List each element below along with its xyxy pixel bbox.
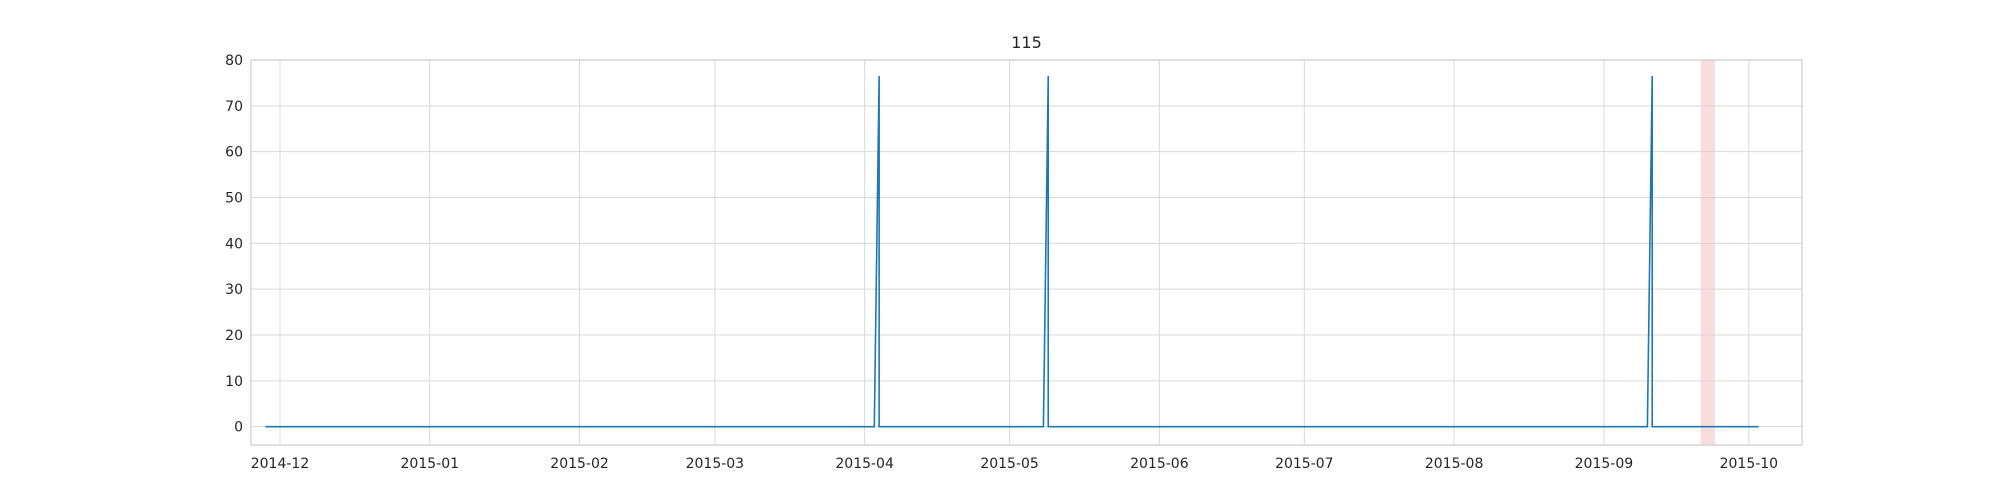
x-tick-label: 2015-08 bbox=[1425, 456, 1484, 472]
series-line bbox=[265, 76, 1759, 428]
x-tick-label: 2015-10 bbox=[1720, 456, 1779, 472]
plot-frame bbox=[250, 59, 1803, 446]
x-tick-label: 2015-03 bbox=[686, 456, 745, 472]
y-tick-label: 70 bbox=[225, 99, 243, 115]
x-tick-label: 2015-04 bbox=[835, 456, 894, 472]
y-tick-label: 40 bbox=[225, 236, 243, 252]
x-axis-ticks: 2014-12 2015-01 2015-02 2015-03 2015-04 2015-… bbox=[251, 456, 1778, 472]
y-tick-label: 60 bbox=[225, 145, 243, 161]
x-tick-label: 2015-01 bbox=[401, 456, 460, 472]
x-tick-label: 2015-07 bbox=[1275, 456, 1334, 472]
grid bbox=[251, 59, 1802, 445]
y-tick-label: 0 bbox=[234, 420, 243, 436]
highlight-span bbox=[1700, 60, 1716, 445]
y-tick-label: 30 bbox=[225, 282, 243, 298]
y-tick-label: 80 bbox=[225, 53, 243, 69]
x-tick-label: 2015-06 bbox=[1130, 456, 1189, 472]
x-tick-label: 2015-09 bbox=[1575, 456, 1634, 472]
x-tick-label: 2014-12 bbox=[251, 456, 310, 472]
series-layer bbox=[265, 76, 1759, 428]
x-tick-label: 2015-05 bbox=[980, 456, 1039, 472]
y-tick-label: 20 bbox=[225, 328, 243, 344]
y-tick-label: 50 bbox=[225, 191, 243, 207]
y-axis-ticks: 0 10 20 30 40 50 60 70 80 bbox=[225, 53, 243, 436]
x-tick-label: 2015-02 bbox=[550, 456, 609, 472]
y-tick-label: 10 bbox=[225, 374, 243, 390]
chart-title: 115 bbox=[1011, 33, 1042, 52]
highlight-span-layer bbox=[1700, 60, 1716, 445]
